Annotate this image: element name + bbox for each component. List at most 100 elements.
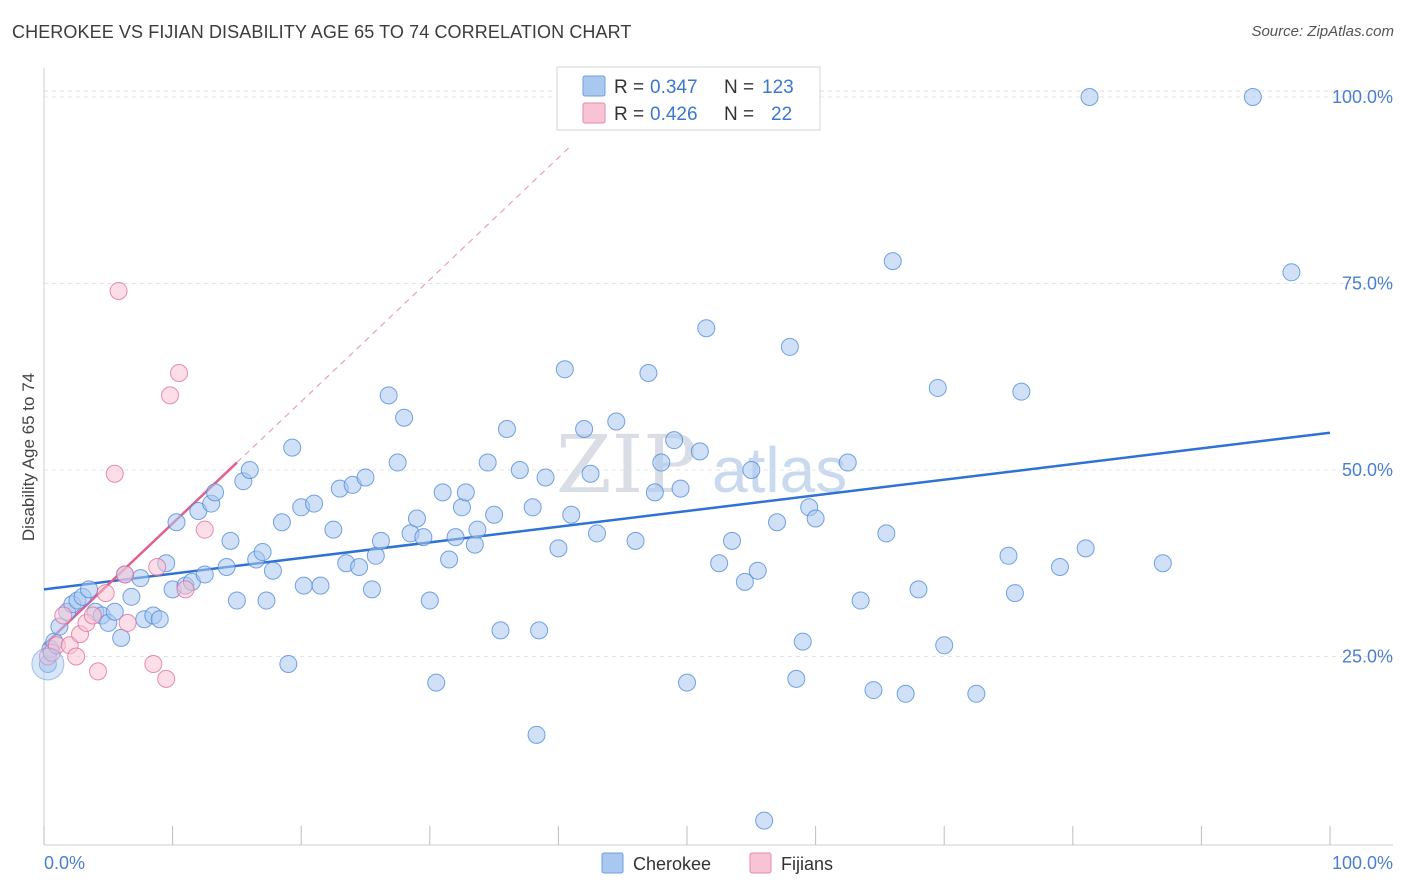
cherokee-point (851, 591, 870, 610)
cherokee-point (395, 408, 414, 427)
y-tick-label: 50.0% (1342, 460, 1393, 480)
fijians-point (170, 364, 189, 383)
cherokee-point (195, 565, 214, 584)
fijians-point (96, 584, 115, 603)
cherokee-point (626, 531, 645, 550)
cherokee-point (240, 461, 259, 479)
y-axis-label: Disability Age 65 to 74 (19, 373, 38, 541)
fijians-point (54, 606, 73, 625)
cherokee-point (639, 364, 658, 383)
cherokee-point (787, 669, 806, 688)
fijians-point (157, 669, 176, 688)
cherokee-point (864, 681, 883, 700)
fijians-point (161, 386, 180, 405)
fijians-point (105, 464, 124, 483)
cherokee-point (478, 453, 497, 472)
cherokee-point (112, 628, 131, 647)
cherokee-point (697, 319, 716, 338)
cherokee-point (928, 378, 947, 397)
cherokee-point (549, 539, 568, 558)
cherokee-point (1282, 263, 1301, 282)
cherokee-point (806, 509, 825, 528)
legend-r-value-cherokee: 0.347 (650, 77, 698, 98)
cherokee-point (350, 557, 369, 576)
cherokee-point (607, 412, 626, 431)
cherokee-point (452, 498, 471, 517)
cherokee-point (272, 513, 291, 532)
x-tick-label: 100.0% (1332, 853, 1393, 873)
cherokee-point (206, 483, 225, 502)
axes (43, 68, 1393, 846)
cherokee-point (768, 513, 787, 532)
cherokee-point (645, 483, 664, 502)
y-tick-label: 25.0% (1342, 647, 1393, 667)
cherokee-point (527, 725, 546, 744)
cherokee-point (678, 673, 696, 692)
cherokee-point (433, 483, 452, 502)
legend-r-label-cherokee: R = (614, 77, 644, 98)
cherokee-point (530, 621, 549, 640)
cherokee-point (356, 468, 375, 487)
cherokee-point (742, 461, 761, 479)
cherokee-point (491, 621, 510, 640)
bottom-legend-swatch-fijians (749, 852, 772, 874)
cherokee-point (420, 591, 439, 610)
cherokee-point (896, 684, 915, 703)
cherokee-point (497, 419, 516, 438)
cherokee-point (362, 580, 381, 599)
cherokee-point (780, 337, 799, 356)
legend-n-value-cherokee: 123 (762, 77, 794, 98)
cherokee-point (575, 419, 594, 438)
fijians-point (109, 281, 128, 300)
trend-lines (43, 145, 1331, 647)
cherokee-point (877, 524, 896, 543)
legend: R = 0.347 N = 123 R = 0.426 N = 22 (556, 66, 821, 131)
bottom-legend-swatch-cherokee (601, 852, 624, 874)
cherokee-point (967, 684, 986, 703)
source-credit: Source: ZipAtlas.com (1251, 23, 1394, 40)
cherokee-point (122, 587, 141, 606)
cherokee-point (105, 602, 124, 621)
cherokee-point (388, 453, 407, 472)
cherokee-point (131, 569, 150, 588)
chart-title: CHEROKEE VS FIJIAN DISABILITY AGE 65 TO … (12, 22, 632, 42)
cherokee-point (446, 528, 465, 547)
cherokee-point (671, 479, 690, 498)
cherokee-point (690, 442, 709, 461)
cherokee-point (748, 561, 767, 580)
cherokee-point (167, 513, 186, 532)
cherokee-point (555, 360, 574, 379)
cherokee-point (1050, 557, 1069, 576)
legend-r-label-fijians: R = (614, 104, 644, 125)
cherokee-point (838, 453, 857, 472)
legend-swatch-fijians (582, 102, 606, 124)
cherokee-point (735, 572, 754, 591)
cherokee-point (31, 647, 65, 681)
x-tick-label: 0.0% (44, 853, 85, 873)
cherokee-point (427, 673, 446, 692)
cherokee-point (253, 543, 272, 562)
legend-n-value-fijians: 22 (771, 104, 792, 125)
y-tick-label: 100.0% (1332, 87, 1393, 107)
bottom-legend-label-cherokee: Cherokee (633, 854, 711, 874)
fijians-point (67, 647, 86, 666)
cherokee-point (523, 498, 542, 517)
cherokee-point (1080, 88, 1099, 106)
fijians-point (144, 654, 163, 673)
cherokee-point (414, 528, 433, 547)
cherokee-point (935, 636, 954, 655)
fijians-point (83, 606, 102, 625)
cherokee-point (581, 464, 600, 483)
cherokee-point (465, 535, 484, 554)
cherokee-point (652, 453, 671, 472)
legend-r-value-fijians: 0.426 (650, 104, 698, 125)
cherokee-point (1153, 554, 1172, 573)
fijians-point (195, 520, 214, 539)
fijians-point (176, 580, 195, 599)
cherokee-point (793, 632, 812, 651)
cherokee-point (150, 610, 169, 629)
legend-n-label-cherokee: N = (724, 77, 754, 98)
cherokee-point (468, 520, 487, 539)
cherokee-point (227, 591, 246, 610)
